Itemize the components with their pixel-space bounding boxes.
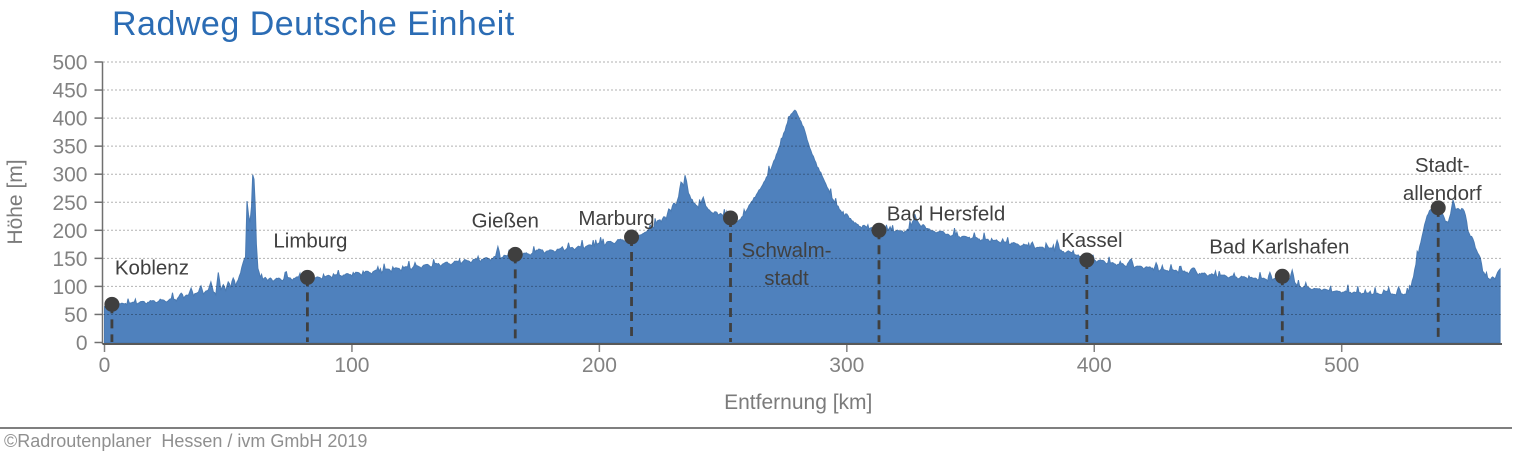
marker-label-stadtallendorf-1: Stadt- (1415, 154, 1470, 177)
x-tick-label-200: 200 (582, 354, 617, 377)
x-tick-label-300: 300 (829, 354, 864, 377)
marker-dot-bad-hersfeld (871, 222, 887, 238)
copyright-text: ©Radroutenplaner Hessen / ivm GmbH 2019 (4, 431, 368, 451)
marker-label-bad-hersfeld: Bad Hersfeld (887, 202, 1006, 225)
y-tick-label-200: 200 (52, 220, 87, 243)
y-tick-label-350: 350 (52, 136, 87, 159)
marker-dot-schwalmstadt (723, 210, 739, 226)
marker-label-stadtallendorf-2: allendorf (1403, 182, 1482, 205)
x-tick-label-500: 500 (1324, 354, 1359, 377)
marker-label-koblenz: Koblenz (115, 256, 189, 279)
marker-dot-limburg (299, 269, 315, 285)
y-tick-label-50: 50 (64, 304, 87, 327)
marker-label-marburg: Marburg (578, 207, 654, 230)
y-axis-title: Höhe [m] (4, 159, 27, 244)
chart-title: Radweg Deutsche Einheit (112, 5, 515, 43)
marker-label-schwalmstadt-2: stadt (764, 267, 809, 290)
footer-divider (0, 427, 1512, 429)
elevation-area (104, 109, 1501, 343)
marker-label-limburg: Limburg (273, 229, 347, 252)
y-tick-label-250: 250 (52, 192, 87, 215)
x-tick-label-100: 100 (334, 354, 369, 377)
marker-label-schwalmstadt-1: Schwalm- (742, 239, 832, 262)
marker-dot-stadtallendorf (1430, 200, 1446, 216)
marker-dot-giessen (507, 246, 523, 262)
marker-label-kassel: Kassel (1061, 229, 1123, 252)
y-tick-label-100: 100 (52, 276, 87, 299)
x-axis-title: Entfernung [km] (724, 391, 872, 414)
x-tick-label-400: 400 (1077, 354, 1112, 377)
y-tick-label-450: 450 (52, 80, 87, 103)
x-tick-label-0: 0 (99, 354, 111, 377)
y-tick-label-400: 400 (52, 108, 87, 131)
y-tick-label-500: 500 (52, 52, 87, 75)
marker-label-giessen: Gießen (472, 209, 539, 232)
y-tick-label-0: 0 (76, 332, 88, 355)
marker-label-bad-karlshafen: Bad Karlshafen (1209, 235, 1349, 258)
marker-dot-bad-karlshafen (1274, 268, 1290, 284)
chart-canvas: 0 50 100 150 200 250 300 350 400 450 500 0 100 200 300… (4, 52, 1502, 414)
marker-dot-koblenz (104, 296, 120, 312)
y-tick-label-150: 150 (52, 248, 87, 271)
marker-dot-kassel (1079, 252, 1095, 268)
marker-dot-marburg (624, 229, 640, 245)
y-tick-label-300: 300 (52, 164, 87, 187)
